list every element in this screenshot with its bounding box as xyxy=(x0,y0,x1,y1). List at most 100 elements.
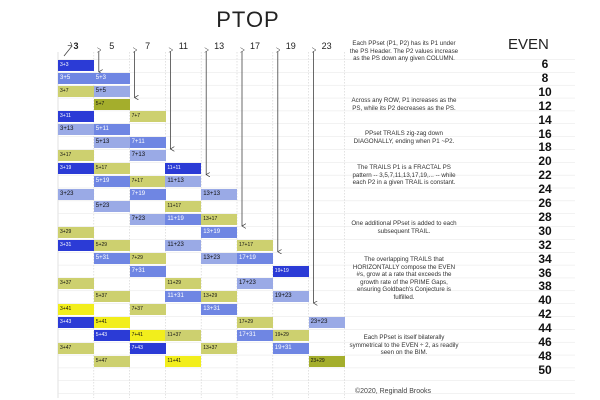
ppset-cell: 5+31 xyxy=(93,252,130,264)
page-title: PTOP xyxy=(216,7,280,32)
prime-header: 23 xyxy=(321,41,332,51)
ppset-cell: 5+7 xyxy=(93,98,130,110)
ppset-cell: 11+29 xyxy=(165,278,202,290)
ppset-cell: 3+37 xyxy=(58,278,94,290)
even-number: 48 xyxy=(538,348,552,363)
ppset-cell: 17+17 xyxy=(237,239,273,251)
even-number: 44 xyxy=(538,321,552,336)
ppset-cell: 7+31 xyxy=(129,265,166,277)
ppset-cell: 3+19 xyxy=(58,162,94,174)
even-column-title: EVEN xyxy=(508,36,549,53)
ppset-cell: 13+19 xyxy=(201,227,238,239)
prime-header: 5 xyxy=(109,41,115,51)
ppset-cell: 5+17 xyxy=(93,162,130,174)
ppset-cell: 11+41 xyxy=(165,355,202,367)
ppset-cell: 13+29 xyxy=(201,291,238,303)
ppset-cell: 11+31 xyxy=(165,291,202,303)
even-number: 30 xyxy=(538,223,552,238)
even-number: 24 xyxy=(538,182,552,197)
ppset-cell: 3+5 xyxy=(58,72,94,84)
even-number: 36 xyxy=(538,265,552,280)
note-paragraph: Across any ROW, P1 increases as the PS, … xyxy=(351,97,457,112)
note-paragraph: The TRAILS P1 is a FRACTAL PS pattern --… xyxy=(352,164,456,187)
ppset-cell: 7+29 xyxy=(129,252,166,264)
ppset-cell: 7+11 xyxy=(129,137,166,149)
even-number: 12 xyxy=(538,98,552,113)
ppset-cell: 11+19 xyxy=(165,214,202,226)
note-paragraph: Each PPset is itself bilaterally symmetr… xyxy=(349,334,459,357)
ppset-cell: 17+23 xyxy=(237,278,273,290)
ppset-cell: 5+47 xyxy=(93,355,130,367)
ppset-cell: 13+23 xyxy=(201,252,238,264)
ppset-cell: 5+19 xyxy=(93,175,130,187)
ppset-cell: 11+11 xyxy=(165,162,202,174)
prime-header: 13 xyxy=(214,41,225,51)
ppset-cell: 23+29 xyxy=(308,355,345,367)
ppset-cell: 3+31 xyxy=(58,239,94,251)
note-paragraph: One additional PPset is added to each su… xyxy=(351,220,457,235)
even-number: 42 xyxy=(538,307,552,322)
ppset-cell: 7+19 xyxy=(129,188,166,200)
even-number: 18 xyxy=(538,140,552,155)
ppset-cell: 17+31 xyxy=(237,329,273,341)
ppset-cell: 3+3 xyxy=(58,60,94,71)
ppset-cell: 23+23 xyxy=(308,317,345,328)
prime-header: 19 xyxy=(285,41,296,51)
ppset-cell: 3+41 xyxy=(58,304,94,316)
ppset-cell: 5+41 xyxy=(93,317,130,328)
ppset-cell: 7+13 xyxy=(129,149,166,161)
ppset-cell: 7+37 xyxy=(129,304,166,316)
even-number: 46 xyxy=(538,335,552,349)
ppset-cell: 5+29 xyxy=(93,239,130,251)
even-number: 26 xyxy=(538,196,552,210)
even-number: 6 xyxy=(541,57,549,71)
ppset-cell: 3+11 xyxy=(58,111,94,123)
ppset-cell: 3+43 xyxy=(58,317,94,328)
prime-header: 11 xyxy=(178,41,189,51)
ppset-cell: 3+23 xyxy=(58,188,94,200)
even-number: 22 xyxy=(538,168,552,183)
even-number: 38 xyxy=(538,279,552,294)
ppset-cell: 5+37 xyxy=(93,291,130,303)
even-number: 50 xyxy=(538,362,552,377)
even-number: 20 xyxy=(538,154,552,169)
ppset-cell: 19+23 xyxy=(272,291,309,303)
ppset-cell: 19+31 xyxy=(272,342,309,354)
ppset-cell: 13+31 xyxy=(201,304,238,316)
even-number: 10 xyxy=(538,84,552,99)
ppset-cell: 11+13 xyxy=(165,175,202,187)
note-paragraph: The overlapping TRAILS that HORIZONTALLY… xyxy=(352,256,456,301)
ppset-cell: 5+3 xyxy=(93,72,130,84)
note-paragraph: PPset TRAILS zig-zag down DIAGONALLY, en… xyxy=(353,130,455,145)
ppset-cell: 5+43 xyxy=(93,329,130,341)
ppset-cell: 3+17 xyxy=(58,149,94,161)
ppset-cell: 13+17 xyxy=(201,214,238,226)
ppset-cell: 7+43 xyxy=(129,342,166,354)
ppset-cell: 13+13 xyxy=(201,188,238,200)
even-number: 34 xyxy=(538,251,552,266)
ppset-cell: 7+41 xyxy=(129,329,166,341)
ppset-cell: 3+7 xyxy=(58,85,94,97)
ppset-cell: 17+19 xyxy=(237,252,273,264)
even-number: 32 xyxy=(538,237,552,252)
ppset-cell: 11+17 xyxy=(165,201,202,213)
ppset-cell: 19+19 xyxy=(272,265,309,277)
ppset-cell: 17+29 xyxy=(237,317,273,328)
prime-header: 3 xyxy=(73,41,79,51)
ppset-cell: 5+23 xyxy=(93,201,130,213)
ppset-cell: 7+17 xyxy=(129,175,166,187)
even-number: 14 xyxy=(538,112,552,127)
even-number: 8 xyxy=(541,70,549,85)
ppset-cell: 13+37 xyxy=(201,342,238,354)
ppset-cell: 7+7 xyxy=(129,111,166,123)
ppset-cell: 11+37 xyxy=(165,329,202,341)
ppset-cell: 3+47 xyxy=(58,342,94,354)
prime-header: 17 xyxy=(249,41,260,51)
even-number: 16 xyxy=(538,126,552,141)
ppset-cell: 19+29 xyxy=(272,329,309,341)
ppset-cell: 3+29 xyxy=(58,227,94,239)
ppset-cell: 11+23 xyxy=(165,239,202,251)
copyright: ©2020, Reginald Brooks xyxy=(355,388,431,395)
ppset-cell: 3+13 xyxy=(58,124,94,136)
